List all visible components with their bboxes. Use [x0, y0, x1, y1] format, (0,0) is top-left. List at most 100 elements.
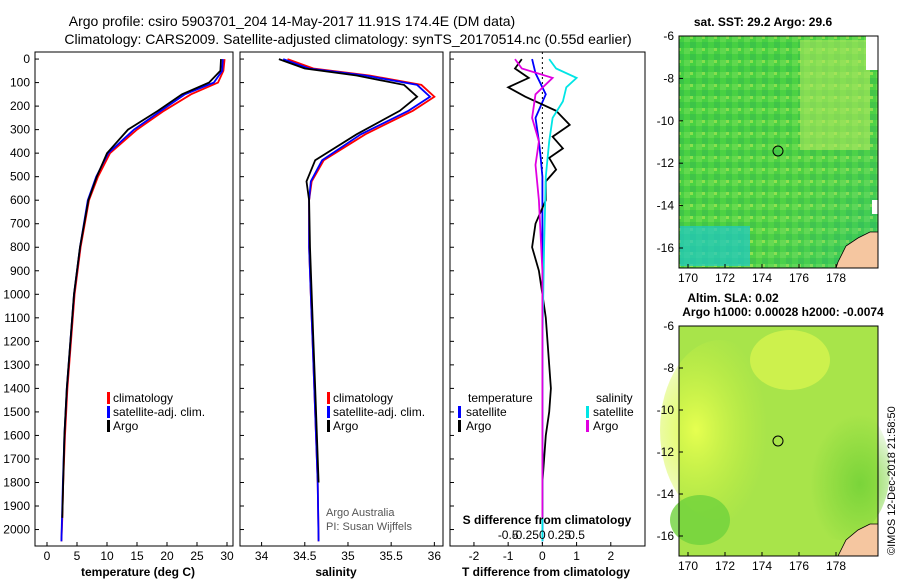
depth-tick-label: 300 — [10, 123, 30, 137]
header-line-1: Argo profile: csiro 5903701_204 14-May-2… — [69, 13, 515, 29]
depth-tick-label: 2000 — [3, 523, 30, 537]
series-line-t-argo — [506, 58, 572, 518]
legend-swatch-argo — [107, 420, 110, 432]
salinity-x-tick-label: 34 — [255, 549, 269, 563]
map-lon-label: 172 — [715, 559, 735, 573]
difference-legend: temperature salinity satellite Argo sate… — [458, 391, 634, 527]
map-lon-label: 170 — [678, 559, 698, 573]
map-lat-label: -6 — [663, 29, 674, 43]
depth-tick-label: 900 — [10, 264, 30, 278]
legend-swatch-s-satellite — [586, 406, 589, 418]
legend-swatch-s-argo — [586, 420, 589, 432]
legend-swatch-satellite — [327, 406, 330, 418]
map-lon-label: 174 — [752, 271, 772, 285]
depth-tick-label: 1300 — [3, 358, 30, 372]
map-lon-label: 170 — [678, 271, 698, 285]
sst-map — [678, 35, 879, 269]
series-line-satellite-adj-clim- — [282, 58, 432, 542]
difference-xlabel: T difference from climatology — [462, 565, 630, 579]
depth-tick-label: 1100 — [4, 311, 30, 325]
x-ticks: 0 5 10 15 20 25 30 34 34.5 35 35.5 36 -2 -1 0 1 2 — [44, 542, 614, 563]
sla-high — [750, 330, 830, 390]
legend-label-argo: Argo — [333, 419, 359, 433]
temperature-panel — [34, 51, 234, 547]
s-diff-tick-label: 0 — [539, 528, 546, 542]
temperature-x-tick-label: 0 — [44, 549, 51, 563]
series-line-climatology — [60, 59, 226, 542]
sla-low — [790, 400, 890, 540]
s-diff-tick-label: 0.5 — [568, 528, 585, 542]
depth-axis: 0 100 200 300 400 500 600 700 800 900 1000 1100 1200… — [3, 52, 454, 537]
missing-data — [866, 36, 878, 70]
legend-swatch-climatology — [327, 392, 330, 404]
legend-label-argo: Argo — [113, 419, 139, 433]
map-lat-label: -8 — [663, 361, 674, 375]
legend-swatch-climatology — [107, 392, 110, 404]
temperature-x-tick-label: 25 — [190, 549, 204, 563]
credit-line-1: Argo Australia — [326, 507, 395, 519]
depth-tick-label: 500 — [10, 170, 30, 184]
legend-label-t-satellite: satellite — [466, 405, 507, 419]
s-diff-tick-label: -0.25 — [512, 528, 540, 542]
depth-tick-label: 1600 — [3, 428, 30, 442]
legend-title-temperature: temperature — [468, 391, 533, 405]
depth-tick-label: 1800 — [3, 475, 30, 489]
map-lat-label: -12 — [657, 156, 675, 170]
map-lat-label: -8 — [663, 71, 674, 85]
series-line-s-argo — [514, 58, 555, 518]
depth-tick-label: 600 — [10, 193, 30, 207]
s-difference-axis-label: S difference from climatology — [463, 513, 632, 527]
differences-x-tick-label: 1 — [573, 549, 580, 563]
salinity-panel — [239, 51, 444, 547]
temperature-x-tick-label: 5 — [74, 549, 81, 563]
sla-map-title: Altim. SLA: 0.02 — [687, 291, 779, 305]
s-diff-tick-label: -0.5 — [498, 528, 519, 542]
depth-tick-label: 700 — [10, 217, 30, 231]
depth-tick-label: 800 — [10, 240, 30, 254]
sla-axes: -6 -8 -10 -12 -14 -16 170 172 174 176 178 — [657, 319, 847, 573]
sst-axes: -6 -8 -10 -12 -14 -16 170 172 174 176 178 — [657, 29, 847, 285]
profile-location — [772, 145, 784, 157]
legend-swatch-t-satellite — [458, 406, 461, 418]
salinity-x-tick-label: 35.5 — [379, 549, 403, 563]
s-diff-tick-label: 0.25 — [548, 528, 572, 542]
legend-label-satellite: satellite-adj. clim. — [333, 405, 425, 419]
legend-label-satellite: satellite-adj. clim. — [113, 405, 205, 419]
sst-map-title: sat. SST: 29.2 Argo: 29.6 — [694, 15, 833, 29]
salinity-x-tick-label: 36 — [428, 549, 442, 563]
depth-tick-label: 1900 — [3, 499, 30, 513]
depth-tick-label: 0 — [23, 52, 30, 66]
series-line-argo — [61, 59, 222, 518]
depth-tick-label: 100 — [10, 76, 30, 90]
depth-tick-label: 400 — [10, 146, 30, 160]
map-lon-label: 178 — [826, 559, 846, 573]
map-lon-label: 172 — [715, 271, 735, 285]
warm-patch — [800, 40, 870, 150]
map-lat-label: -14 — [657, 487, 675, 501]
salinity-x-tick-label: 34.5 — [293, 549, 317, 563]
differences-x-tick-label: 0 — [539, 549, 546, 563]
map-lat-label: -10 — [657, 403, 675, 417]
sla-low — [670, 495, 730, 545]
map-lon-label: 174 — [752, 559, 772, 573]
difference-panel — [449, 51, 646, 547]
s-difference-ticks: -0.5-0.25 0 0.250.5 — [498, 528, 585, 542]
legend-label-climatology: climatology — [333, 391, 393, 405]
imos-stamp: ©IMOS 12-Dec-2018 21:58:50 — [886, 406, 898, 555]
temperature-legend: climatology satellite-adj. clim. Argo — [107, 391, 205, 433]
map-lat-label: -12 — [657, 445, 675, 459]
temperature-x-tick-label: 15 — [130, 549, 144, 563]
depth-tick-label: 1700 — [3, 452, 30, 466]
series-line-s-satellite — [541, 58, 579, 542]
series-line-argo — [278, 58, 419, 483]
map-lon-label: 178 — [826, 271, 846, 285]
salinity-legend: climatology satellite-adj. clim. Argo Ar… — [326, 391, 425, 533]
depth-tick-label: 1400 — [3, 381, 30, 395]
depth-tick-label: 1500 — [3, 405, 30, 419]
map-lat-label: -16 — [657, 529, 675, 543]
temperature-x-tick-label: 10 — [100, 549, 114, 563]
series-line-satellite-adj-clim- — [60, 59, 224, 542]
sla-frame — [678, 325, 879, 557]
depth-tick-label: 200 — [10, 99, 30, 113]
